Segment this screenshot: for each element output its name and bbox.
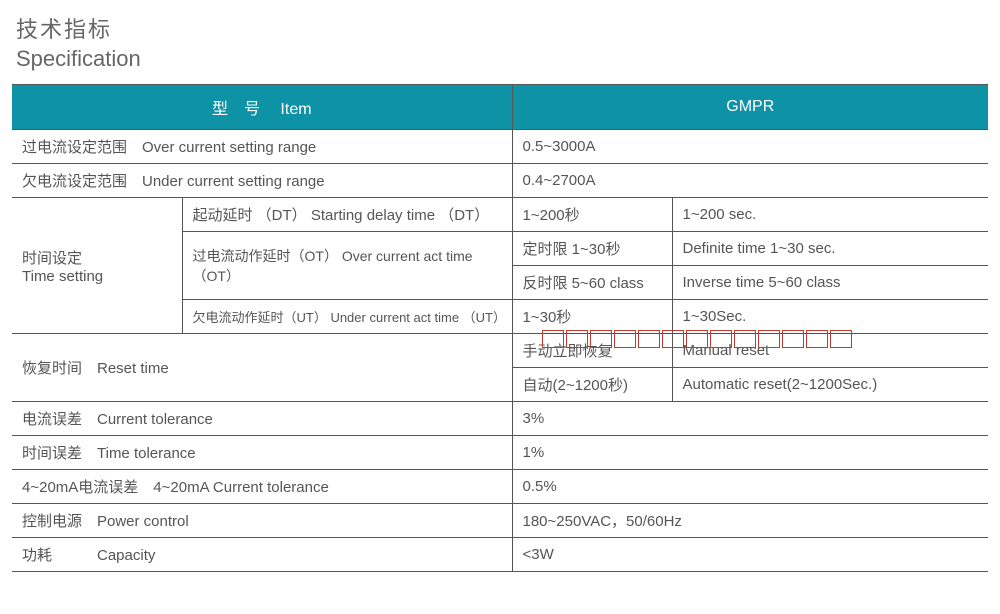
value-under-current: 0.4~2700A	[512, 164, 988, 198]
row-cur-tol: 电流误差 Current tolerance 3%	[12, 402, 988, 436]
value-ut-a: 1~30秒	[512, 300, 672, 334]
row-ma-tol: 4~20mA电流误差 4~20mA Current tolerance 0.5%	[12, 470, 988, 504]
title-en: Specification	[16, 46, 988, 72]
spec-table: 型 号 Item GMPR 过电流设定范围 Over current setti…	[12, 84, 988, 572]
time-setting-en: Time setting	[22, 268, 172, 285]
label-ot: 过电流动作延时（OT） Over current act time（OT）	[182, 232, 512, 300]
value-dt-a: 1~200秒	[512, 198, 672, 232]
label-over-current: 过电流设定范围 Over current setting range	[12, 130, 512, 164]
value-ot1-a: 定时限 1~30秒	[512, 232, 672, 266]
value-ot2-b: Inverse time 5~60 class	[672, 266, 988, 300]
page: 技术指标 Specification 型 号 Item GMPR 过电流设定范围…	[12, 12, 988, 572]
row-reset-1: 恢复时间 Reset time 手动立即恢复 Manual reset	[12, 334, 988, 368]
label-time-setting-group: 时间设定 Time setting	[12, 198, 182, 334]
row-under-current: 欠电流设定范围 Under current setting range 0.4~…	[12, 164, 988, 198]
label-ma-tol: 4~20mA电流误差 4~20mA Current tolerance	[12, 470, 512, 504]
value-over-current: 0.5~3000A	[512, 130, 988, 164]
value-ma-tol: 0.5%	[512, 470, 988, 504]
value-time-tol: 1%	[512, 436, 988, 470]
header-item: 型 号 Item	[12, 85, 512, 130]
value-ot2-a: 反时限 5~60 class	[512, 266, 672, 300]
header-item-en: Item	[280, 101, 311, 118]
label-under-current: 欠电流设定范围 Under current setting range	[12, 164, 512, 198]
label-reset: 恢复时间 Reset time	[12, 334, 512, 402]
value-power: 180~250VAC，50/60Hz	[512, 504, 988, 538]
row-over-current: 过电流设定范围 Over current setting range 0.5~3…	[12, 130, 988, 164]
label-power: 控制电源 Power control	[12, 504, 512, 538]
value-reset2-b: Automatic reset(2~1200Sec.)	[672, 368, 988, 402]
value-cur-tol: 3%	[512, 402, 988, 436]
value-ut-b: 1~30Sec.	[672, 300, 988, 334]
row-power: 控制电源 Power control 180~250VAC，50/60Hz	[12, 504, 988, 538]
label-dt: 起动延时 （DT） Starting delay time （DT）	[182, 198, 512, 232]
header-item-cn: 型 号	[212, 101, 260, 118]
value-capacity: <3W	[512, 538, 988, 572]
time-setting-cn: 时间设定	[22, 247, 172, 268]
value-reset2-a: 自动(2~1200秒)	[512, 368, 672, 402]
value-reset1-a: 手动立即恢复	[512, 334, 672, 368]
label-time-tol: 时间误差 Time tolerance	[12, 436, 512, 470]
value-dt-b: 1~200 sec.	[672, 198, 988, 232]
title-cn: 技术指标	[16, 12, 988, 44]
value-reset1-b: Manual reset	[672, 334, 988, 368]
header-model: GMPR	[512, 85, 988, 130]
row-dt: 时间设定 Time setting 起动延时 （DT） Starting del…	[12, 198, 988, 232]
row-capacity: 功耗 Capacity <3W	[12, 538, 988, 572]
value-ot1-b: Definite time 1~30 sec.	[672, 232, 988, 266]
header-row: 型 号 Item GMPR	[12, 85, 988, 130]
label-capacity: 功耗 Capacity	[12, 538, 512, 572]
label-cur-tol: 电流误差 Current tolerance	[12, 402, 512, 436]
row-time-tol: 时间误差 Time tolerance 1%	[12, 436, 988, 470]
label-ut: 欠电流动作延时（UT） Under current act time （UT）	[182, 300, 512, 334]
